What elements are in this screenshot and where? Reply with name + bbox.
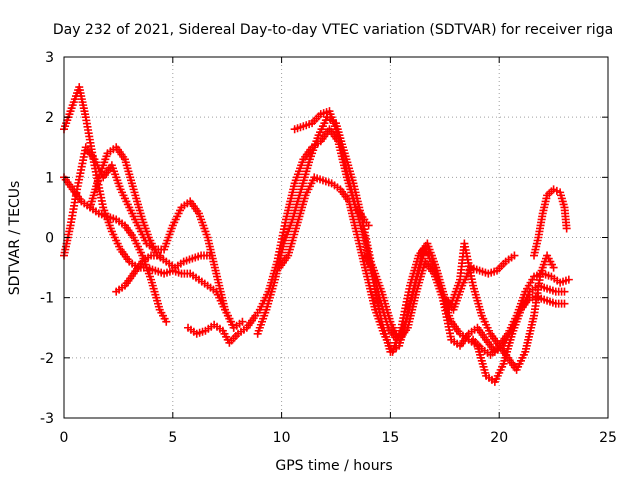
y-tick-label: -2	[40, 351, 54, 367]
data-point-marker	[560, 287, 569, 296]
series-track-l	[530, 185, 571, 260]
data-point-marker	[205, 251, 214, 260]
chart-title: Day 232 of 2021, Sidereal Day-to-day VTE…	[53, 22, 613, 38]
x-tick-label: 0	[60, 430, 69, 446]
data-point-marker	[155, 251, 164, 260]
x-tick-label: 20	[490, 430, 508, 446]
x-tick-label: 15	[381, 430, 399, 446]
series-track-d	[86, 143, 214, 272]
data-series	[60, 83, 573, 386]
y-axis-label: SDTVAR / TECUs	[7, 181, 23, 296]
x-tick-label: 25	[599, 430, 617, 446]
data-point-marker	[549, 263, 558, 272]
axes: 0 5 10 15 20 25 -3 -2 -1 0 1 2 3	[40, 50, 617, 446]
x-axis-label: GPS time / hours	[275, 458, 392, 474]
data-point-marker	[229, 323, 238, 332]
x-tick-label: 5	[168, 430, 177, 446]
data-point-marker	[162, 317, 171, 326]
y-tick-label: 1	[45, 170, 54, 186]
series-track-k	[447, 239, 558, 374]
y-tick-label: 2	[45, 110, 54, 126]
data-point-marker	[238, 317, 247, 326]
y-tick-label: -1	[40, 291, 54, 307]
data-point-marker	[564, 275, 573, 284]
series-track-i	[290, 107, 373, 230]
data-point-marker	[364, 221, 373, 230]
data-point-marker	[560, 299, 569, 308]
grid-lines	[64, 57, 608, 418]
data-point-marker	[510, 251, 519, 260]
x-tick-label: 10	[273, 430, 291, 446]
series-track-c	[60, 173, 171, 326]
series-track-e	[112, 251, 164, 296]
y-tick-label: -3	[40, 411, 54, 427]
data-point-marker	[562, 224, 571, 233]
y-tick-label: 0	[45, 231, 54, 247]
series-track-m	[469, 269, 573, 359]
y-tick-label: 3	[45, 50, 54, 66]
